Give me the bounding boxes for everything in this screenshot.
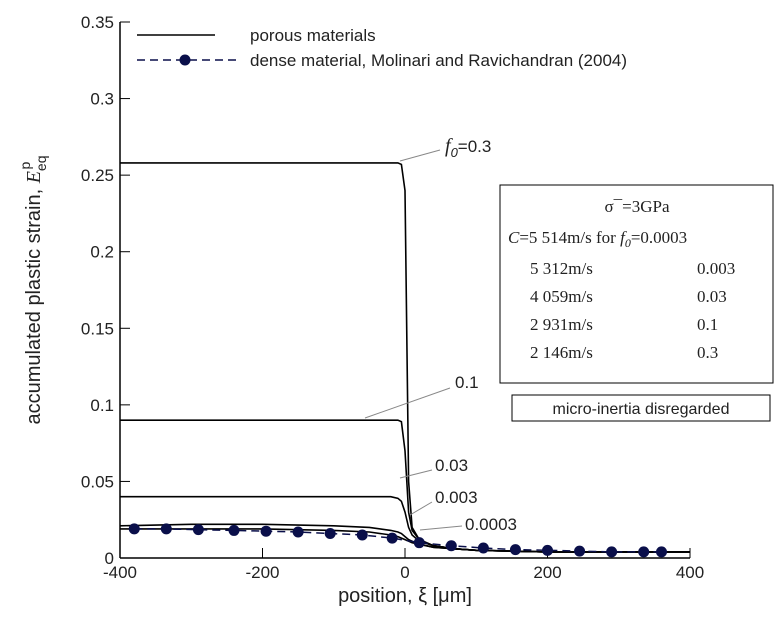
box-speed: =5 514m/s for <box>519 228 620 247</box>
curve-label-value: 0.1 <box>455 373 479 392</box>
note-box <box>511 394 771 422</box>
legend-label: dense material, Molinari and Ravichandra… <box>250 51 627 70</box>
box-speed: 5 312m/s <box>530 259 593 278</box>
legend-marker <box>179 54 191 66</box>
dense-marker <box>192 524 204 536</box>
y-tick-label: 0.05 <box>81 472 114 491</box>
box-title: σ¯=3GPa <box>604 197 669 216</box>
dense-marker <box>542 544 553 556</box>
leader-line <box>399 149 441 162</box>
y-label-symbol: E <box>23 171 45 184</box>
box-c: C <box>508 228 520 247</box>
box-speed: 2 146m/s <box>530 343 593 362</box>
curve-label: 0.1 <box>455 373 479 392</box>
x-tick-label: -400 <box>103 563 137 582</box>
leader-line <box>409 501 433 516</box>
x-tick-label: 0 <box>400 563 409 582</box>
y-label-sub: eq <box>33 155 49 171</box>
dense-marker <box>477 542 489 554</box>
box-speed: 4 059m/s <box>530 287 593 306</box>
box-value: 0.3 <box>697 343 718 362</box>
box-value: 0.003 <box>697 259 735 278</box>
dense-marker <box>638 546 650 558</box>
dense-marker <box>356 529 368 541</box>
y-tick-label: 0.3 <box>90 90 114 109</box>
box-value: 0.03 <box>697 287 727 306</box>
leader-line <box>364 387 451 419</box>
y-tick-label: 0.1 <box>90 396 114 415</box>
x-axis-label: position, ξ [μm] <box>338 585 472 607</box>
box-first-row: C=5 514m/s for f0=0.0003 <box>508 228 687 250</box>
f-symbol: f <box>445 135 453 157</box>
dense-marker <box>292 526 304 538</box>
porous-line <box>120 419 690 553</box>
y-label-text: accumulated plastic strain, <box>23 183 45 424</box>
curve-label: 0.0003 <box>465 515 517 534</box>
curve-label-value: 0.03 <box>435 456 468 475</box>
leader-line <box>399 469 433 479</box>
y-axis-label: accumulated plastic strain, Eeqp <box>17 155 49 424</box>
dense-marker <box>445 540 457 552</box>
curve-label: f0=0.3 <box>445 135 491 160</box>
leader-line <box>419 525 463 531</box>
dense-marker <box>509 544 521 556</box>
dense-marker <box>260 525 272 537</box>
note: micro-inertia disregarded <box>553 401 730 418</box>
box-speed: 2 931m/s <box>530 315 593 334</box>
box-value: =0.0003 <box>631 228 687 247</box>
x-tick-label: 400 <box>676 563 704 582</box>
x-tick-label: 200 <box>533 563 561 582</box>
legend-label: porous materials <box>250 26 376 45</box>
dense-marker <box>574 545 586 557</box>
curve-label: 0.003 <box>435 488 478 507</box>
curve-label: 0.03 <box>435 456 468 475</box>
dense-marker <box>324 527 336 539</box>
x-tick-label: -200 <box>245 563 279 582</box>
y-tick-label: 0.15 <box>81 319 114 338</box>
curve-label-value: 0.003 <box>435 488 478 507</box>
curve-label-value: 0.0003 <box>465 515 517 534</box>
y-tick-label: 0.25 <box>81 166 114 185</box>
y-label-sup: p <box>17 161 33 169</box>
dense-marker <box>656 546 667 558</box>
y-tick-label: 0.35 <box>81 13 114 32</box>
f-symbol: f <box>620 228 627 247</box>
f-subscript: 0 <box>625 236 631 250</box>
y-tick-label: 0.2 <box>90 243 114 262</box>
y-tick-label: 0 <box>105 549 114 568</box>
dense-marker <box>413 537 425 549</box>
dense-marker <box>160 523 172 535</box>
dense-line <box>134 528 662 553</box>
box-value: 0.1 <box>697 315 718 334</box>
dense-marker <box>128 523 140 535</box>
dense-marker <box>228 524 240 536</box>
info-box <box>499 184 774 384</box>
dense-marker <box>606 546 618 558</box>
dense-marker <box>386 532 398 544</box>
curve-label-value: =0.3 <box>458 137 492 156</box>
f-subscript: 0 <box>451 145 459 160</box>
